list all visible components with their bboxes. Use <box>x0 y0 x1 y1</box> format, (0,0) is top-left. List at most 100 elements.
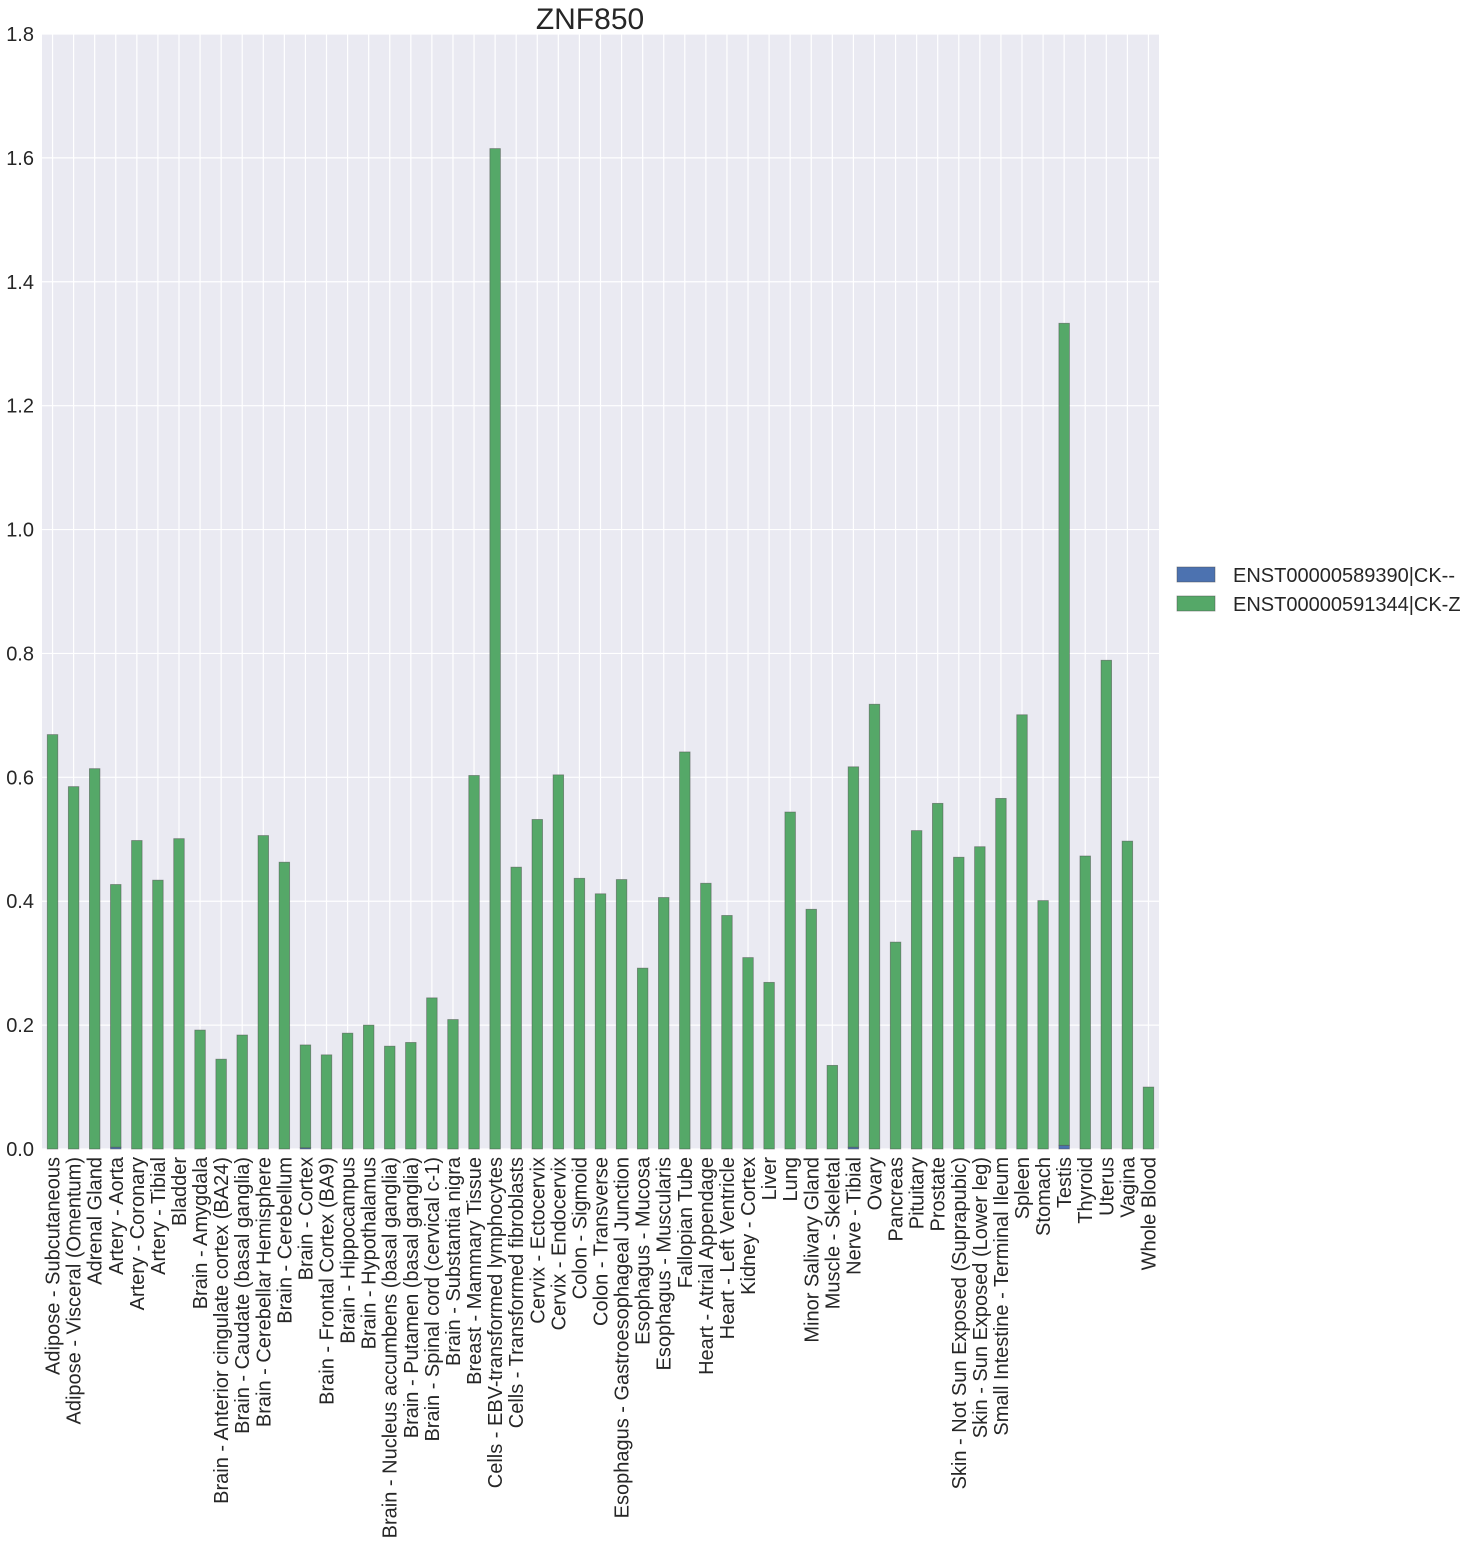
x-tick-label: Brain - Cerebellar Hemisphere <box>253 1157 275 1427</box>
x-tick-label: Stomach <box>1033 1157 1055 1236</box>
y-tick-label: 0.4 <box>6 891 34 913</box>
x-tick-label: Brain - Amygdala <box>190 1156 212 1309</box>
bar-segment-series-2 <box>721 915 733 1150</box>
x-tick-label: Kidney - Cortex <box>738 1157 760 1295</box>
x-axis-ticks: Adipose - Subcutaneous Adipose - Visceral… <box>43 1156 1161 1538</box>
x-tick-label: Colon - Sigmoid <box>569 1157 591 1299</box>
bar-segment-series-2 <box>341 1032 354 1150</box>
bar-segment-series-2 <box>384 1045 396 1150</box>
x-tick-label: Heart - Left Ventricle <box>717 1157 739 1339</box>
x-tick-label: Pituitary <box>907 1157 929 1229</box>
y-tick-label: 1.2 <box>6 396 34 418</box>
x-tick-label: Brain - Cerebellum <box>274 1157 296 1324</box>
bar-segment-series-2 <box>932 802 944 1150</box>
bar-segment-series-2 <box>405 1042 417 1150</box>
x-tick-label: Brain - Caudate (basal ganglia) <box>232 1157 254 1434</box>
x-tick-label: Cells - EBV-transformed lymphocytes <box>485 1157 507 1488</box>
bar-segment-series-2 <box>278 861 291 1150</box>
bar-segment-series-2 <box>1142 1086 1155 1150</box>
bar-segment-series-2 <box>110 884 122 1148</box>
x-tick-label: Adrenal Gland <box>85 1157 107 1285</box>
x-tick-label: Brain - Nucleus accumbens (basal ganglia… <box>380 1157 402 1538</box>
x-tick-label: Artery - Coronary <box>127 1157 149 1310</box>
x-tick-label: Cells - Transformed fibroblasts <box>506 1157 528 1428</box>
chart-title: ZNF850 <box>536 3 644 36</box>
bar-segment-series-2 <box>215 1058 227 1150</box>
bar-segment-series-2 <box>426 997 438 1150</box>
legend-swatch <box>1176 566 1216 583</box>
x-tick-label: Esophagus - Gastroesophageal Junction <box>612 1157 634 1518</box>
x-tick-label: Minor Salivary Gland <box>801 1157 823 1343</box>
legend-label: ENST00000589390|CK-- <box>1233 565 1455 587</box>
legend-swatch <box>1176 595 1216 612</box>
x-tick-label: Colon - Transverse <box>591 1157 613 1326</box>
y-tick-label: 1.0 <box>6 520 34 542</box>
bar-segment-series-2 <box>679 751 691 1150</box>
x-tick-label: Testis <box>1054 1157 1076 1208</box>
x-tick-label: Brain - Frontal Cortex (BA9) <box>317 1157 339 1405</box>
bar-segment-series-2 <box>826 1064 838 1150</box>
bar-segment-series-2 <box>573 877 586 1150</box>
bar-segment-series-2 <box>236 1034 248 1150</box>
x-tick-label: Small Intestine - Terminal Ileum <box>991 1157 1013 1436</box>
bar-segment-series-2 <box>1037 900 1049 1150</box>
x-tick-label: Brain - Anterior cingulate cortex (BA24) <box>211 1157 233 1504</box>
x-tick-label: Fallopian Tube <box>675 1157 697 1288</box>
x-tick-label: Vagina <box>1117 1156 1139 1218</box>
bar-segment-series-2 <box>889 941 902 1150</box>
x-tick-label: Liver <box>759 1157 781 1201</box>
bar-segment-series-2 <box>531 819 543 1150</box>
x-tick-label: Adipose - Subcutaneous <box>43 1157 65 1375</box>
x-tick-label: Thyroid <box>1075 1157 1097 1224</box>
x-tick-label: Brain - Spinal cord (cervical c-1) <box>422 1157 444 1442</box>
x-tick-label: Brain - Cortex <box>295 1157 317 1280</box>
y-tick-label: 1.8 <box>6 24 34 46</box>
bar-segment-series-2 <box>1079 855 1091 1150</box>
x-tick-label: Adipose - Visceral (Omentum) <box>64 1157 86 1425</box>
x-tick-label: Uterus <box>1096 1157 1118 1216</box>
bar-segment-series-2 <box>700 882 712 1150</box>
x-tick-label: Pancreas <box>886 1157 908 1242</box>
x-tick-label: Artery - Aorta <box>106 1156 128 1275</box>
bar-segment-series-2 <box>447 1019 459 1150</box>
x-tick-label: Esophagus - Mucosa <box>633 1156 655 1345</box>
bar-segment-series-2 <box>152 879 164 1150</box>
bar-segment-series-2 <box>173 838 185 1150</box>
bar-segment-series-2 <box>1016 714 1028 1150</box>
bar-segment-series-2 <box>46 734 59 1150</box>
bar-segment-series-2 <box>615 879 628 1150</box>
x-tick-label: Heart - Atrial Appendage <box>696 1157 718 1375</box>
x-tick-label: Skin - Sun Exposed (Lower leg) <box>970 1157 992 1438</box>
bar-segment-series-2 <box>257 835 269 1150</box>
bar-segment-series-2 <box>636 967 649 1150</box>
x-tick-label: Brain - Hippocampus <box>338 1157 360 1344</box>
bar-segment-series-2 <box>89 768 101 1150</box>
bar-segment-series-2 <box>1100 659 1112 1150</box>
bar-segment-series-2 <box>1058 322 1070 1146</box>
bar-segment-series-2 <box>194 1029 206 1150</box>
y-tick-label: 0.6 <box>6 767 34 789</box>
legend-label: ENST00000591344|CK-Z <box>1233 594 1461 616</box>
bar-segment-series-2 <box>594 893 607 1150</box>
bar-segment-series-2 <box>1121 840 1134 1150</box>
x-tick-label: Prostate <box>928 1157 950 1231</box>
bars <box>46 148 1155 1150</box>
x-tick-label: Artery - Tibial <box>148 1157 170 1275</box>
y-tick-label: 0.8 <box>6 643 34 665</box>
bar-segment-series-2 <box>742 957 754 1150</box>
x-tick-label: Brain - Putamen (basal ganglia) <box>401 1157 423 1438</box>
y-tick-label: 1.4 <box>6 272 34 294</box>
bar-segment-series-1 <box>1058 1144 1070 1150</box>
legend: ENST00000589390|CK-- ENST00000591344|CK-Z <box>1176 565 1461 616</box>
x-tick-label: Skin - Not Sun Exposed (Suprapubic) <box>949 1157 971 1489</box>
bar-segment-series-2 <box>363 1024 375 1150</box>
x-tick-label: Whole Blood <box>1138 1157 1160 1270</box>
y-tick-label: 1.6 <box>6 148 34 170</box>
x-tick-label: Cervix - Endocervix <box>548 1157 570 1330</box>
x-tick-label: Brain - Hypothalamus <box>359 1157 381 1349</box>
bar-segment-series-2 <box>489 148 501 1150</box>
bar-segment-series-2 <box>552 774 565 1150</box>
y-tick-label: 0.0 <box>6 1139 34 1161</box>
